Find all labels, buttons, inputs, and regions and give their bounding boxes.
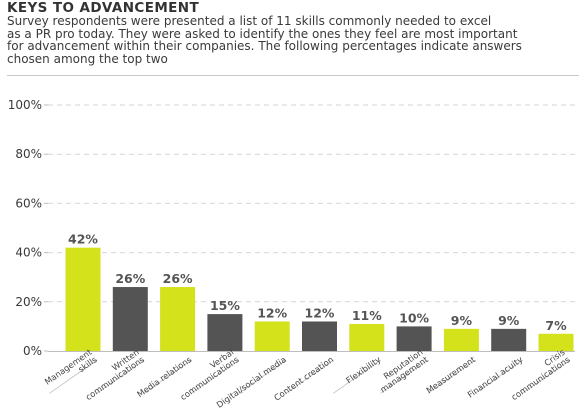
subtitle-line: chosen among the top two bbox=[7, 51, 168, 66]
bar bbox=[443, 328, 479, 351]
chart-title: KEYS TO ADVANCEMENT bbox=[7, 0, 200, 16]
y-tick-label: 80% bbox=[15, 147, 42, 161]
bar bbox=[112, 287, 148, 351]
data-label: 9% bbox=[498, 313, 520, 328]
subtitle-line: as a PR pro today. They were asked to id… bbox=[7, 26, 518, 41]
data-label: 26% bbox=[163, 271, 193, 286]
y-tick-label: 100% bbox=[8, 98, 42, 112]
data-label: 26% bbox=[115, 271, 145, 286]
x-label-leader bbox=[380, 359, 429, 394]
bar bbox=[65, 247, 101, 351]
y-tick-label: 40% bbox=[15, 246, 42, 260]
data-label: 42% bbox=[68, 232, 98, 247]
x-label-leader bbox=[522, 359, 571, 394]
data-label: 9% bbox=[451, 313, 473, 328]
bar bbox=[207, 314, 243, 351]
bar bbox=[349, 323, 385, 351]
title-divider bbox=[7, 75, 579, 76]
data-label: 10% bbox=[399, 310, 429, 325]
subtitle-line: Survey respondents were presented a list… bbox=[7, 14, 492, 28]
bar bbox=[396, 326, 432, 351]
data-label: 7% bbox=[545, 318, 567, 333]
bar bbox=[491, 328, 527, 351]
y-tick-label: 20% bbox=[15, 295, 42, 309]
x-label-leader bbox=[191, 359, 240, 394]
x-tick-label: Reputationmanagement bbox=[373, 346, 430, 394]
x-label-leader bbox=[333, 359, 382, 394]
data-label: 12% bbox=[305, 305, 335, 320]
subtitle-line: for advancement within their companies. … bbox=[7, 39, 522, 54]
x-label-leader bbox=[49, 359, 98, 394]
x-tick-label-line: Flexibility bbox=[344, 354, 383, 385]
bar bbox=[538, 333, 574, 351]
data-label: 11% bbox=[352, 308, 382, 323]
x-label-leader bbox=[285, 359, 334, 394]
y-tick-label: 0% bbox=[23, 344, 42, 358]
chart-subtitle: Survey respondents were presented a list… bbox=[7, 15, 579, 65]
x-label-leader bbox=[427, 359, 476, 394]
x-label-leader bbox=[143, 359, 192, 394]
x-tick-label: Crisiscommunications bbox=[504, 347, 572, 402]
x-tick-label: Flexibility bbox=[344, 354, 383, 385]
x-label-leader bbox=[238, 359, 287, 394]
x-tick-label: Managementskills bbox=[43, 346, 100, 394]
bar bbox=[254, 321, 290, 351]
x-label-leader bbox=[96, 359, 145, 394]
y-tick-label: 60% bbox=[15, 196, 42, 210]
x-label-leader bbox=[474, 359, 523, 394]
data-label: 15% bbox=[210, 298, 240, 313]
data-label: 12% bbox=[257, 305, 287, 320]
bar bbox=[302, 321, 337, 351]
bar bbox=[160, 287, 196, 351]
